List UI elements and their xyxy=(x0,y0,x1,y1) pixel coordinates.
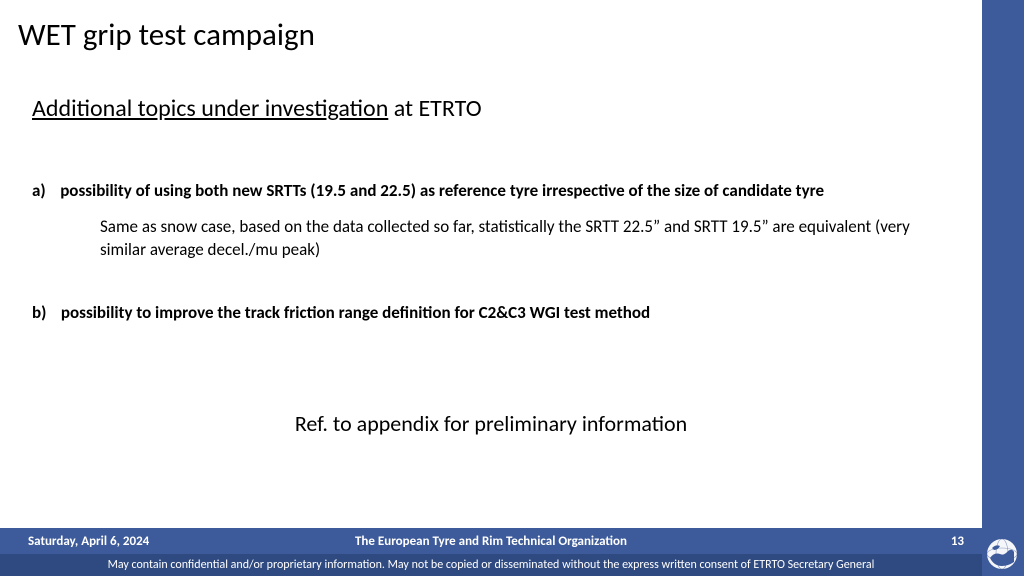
item-a-heading: possibility of using both new SRTTs (19.… xyxy=(60,180,824,201)
item-a-body: Same as snow case, based on the data col… xyxy=(100,216,920,262)
item-b-heading: possibility to improve the track frictio… xyxy=(61,302,650,323)
footer-organization: The European Tyre and Rim Technical Orga… xyxy=(0,534,982,549)
etrto-logo-icon xyxy=(984,536,1020,572)
footer-bar-primary: Saturday, April 6, 2024 The European Tyr… xyxy=(0,528,982,554)
footer-bar-disclaimer: May contain confidential and/or propriet… xyxy=(0,554,982,576)
reference-note: Ref. to appendix for preliminary informa… xyxy=(0,410,982,437)
subtitle-underlined: Additional topics under investigation xyxy=(32,94,388,123)
footer-disclaimer-text: May contain confidential and/or propriet… xyxy=(108,558,875,572)
subtitle-rest: at ETRTO xyxy=(388,94,481,123)
list-item-a: a) possibility of using both new SRTTs (… xyxy=(32,180,952,201)
list-item-b: b) possibility to improve the track fric… xyxy=(32,302,952,323)
slide-title: WET grip test campaign xyxy=(18,16,315,54)
right-accent-bar xyxy=(982,0,1024,576)
item-b-label: b) xyxy=(32,302,46,323)
slide-subtitle: Additional topics under investigation at… xyxy=(32,94,482,123)
footer-page-number: 13 xyxy=(951,534,964,549)
item-a-label: a) xyxy=(32,180,46,201)
slide: WET grip test campaign Additional topics… xyxy=(0,0,1024,576)
